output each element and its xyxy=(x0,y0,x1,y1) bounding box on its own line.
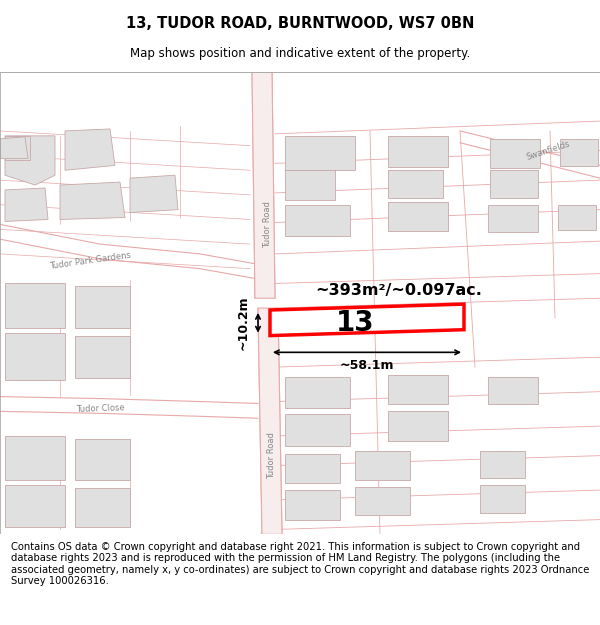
Text: Tudor Road: Tudor Road xyxy=(263,201,272,248)
Text: ~58.1m: ~58.1m xyxy=(340,359,394,372)
Bar xyxy=(480,451,525,478)
Polygon shape xyxy=(60,182,125,219)
Polygon shape xyxy=(5,188,48,221)
Text: ~393m²/~0.097ac.: ~393m²/~0.097ac. xyxy=(315,283,482,298)
Text: Map shows position and indicative extent of the property.: Map shows position and indicative extent… xyxy=(130,48,470,61)
Bar xyxy=(285,377,350,408)
Bar xyxy=(488,205,538,232)
Bar xyxy=(75,336,130,378)
Text: Contains OS data © Crown copyright and database right 2021. This information is : Contains OS data © Crown copyright and d… xyxy=(11,542,589,586)
Bar xyxy=(388,202,448,231)
Bar xyxy=(388,411,448,441)
Bar xyxy=(388,375,448,404)
Polygon shape xyxy=(0,137,28,159)
Bar xyxy=(490,139,540,168)
Polygon shape xyxy=(252,72,275,298)
Text: Tudor Park Gardens: Tudor Park Gardens xyxy=(49,251,131,271)
Polygon shape xyxy=(5,136,55,185)
Bar xyxy=(75,286,130,328)
Bar xyxy=(75,439,130,480)
Bar xyxy=(285,454,340,483)
Text: Swanfields: Swanfields xyxy=(525,139,571,162)
Text: Tudor Road: Tudor Road xyxy=(268,432,277,479)
Polygon shape xyxy=(65,129,115,170)
Polygon shape xyxy=(5,136,30,161)
Bar xyxy=(480,485,525,512)
Bar xyxy=(5,485,65,526)
Bar xyxy=(75,488,130,528)
Bar xyxy=(285,414,350,446)
Text: Tudor Close: Tudor Close xyxy=(76,403,125,414)
Polygon shape xyxy=(270,304,464,336)
Bar xyxy=(560,139,598,166)
Bar xyxy=(5,332,65,380)
Bar xyxy=(5,436,65,480)
Bar xyxy=(285,170,335,200)
Bar xyxy=(355,451,410,480)
Bar xyxy=(5,284,65,328)
Text: 13: 13 xyxy=(335,309,374,337)
Bar xyxy=(285,490,340,519)
Bar xyxy=(488,377,538,404)
Polygon shape xyxy=(130,175,178,213)
Bar xyxy=(355,487,410,515)
Polygon shape xyxy=(258,308,282,534)
Bar xyxy=(490,170,538,198)
Bar xyxy=(285,205,350,236)
Text: 13, TUDOR ROAD, BURNTWOOD, WS7 0BN: 13, TUDOR ROAD, BURNTWOOD, WS7 0BN xyxy=(126,16,474,31)
Bar xyxy=(388,136,448,168)
Text: ~10.2m: ~10.2m xyxy=(236,296,250,350)
Bar xyxy=(388,170,443,198)
Bar xyxy=(558,205,596,230)
Bar xyxy=(285,136,355,170)
